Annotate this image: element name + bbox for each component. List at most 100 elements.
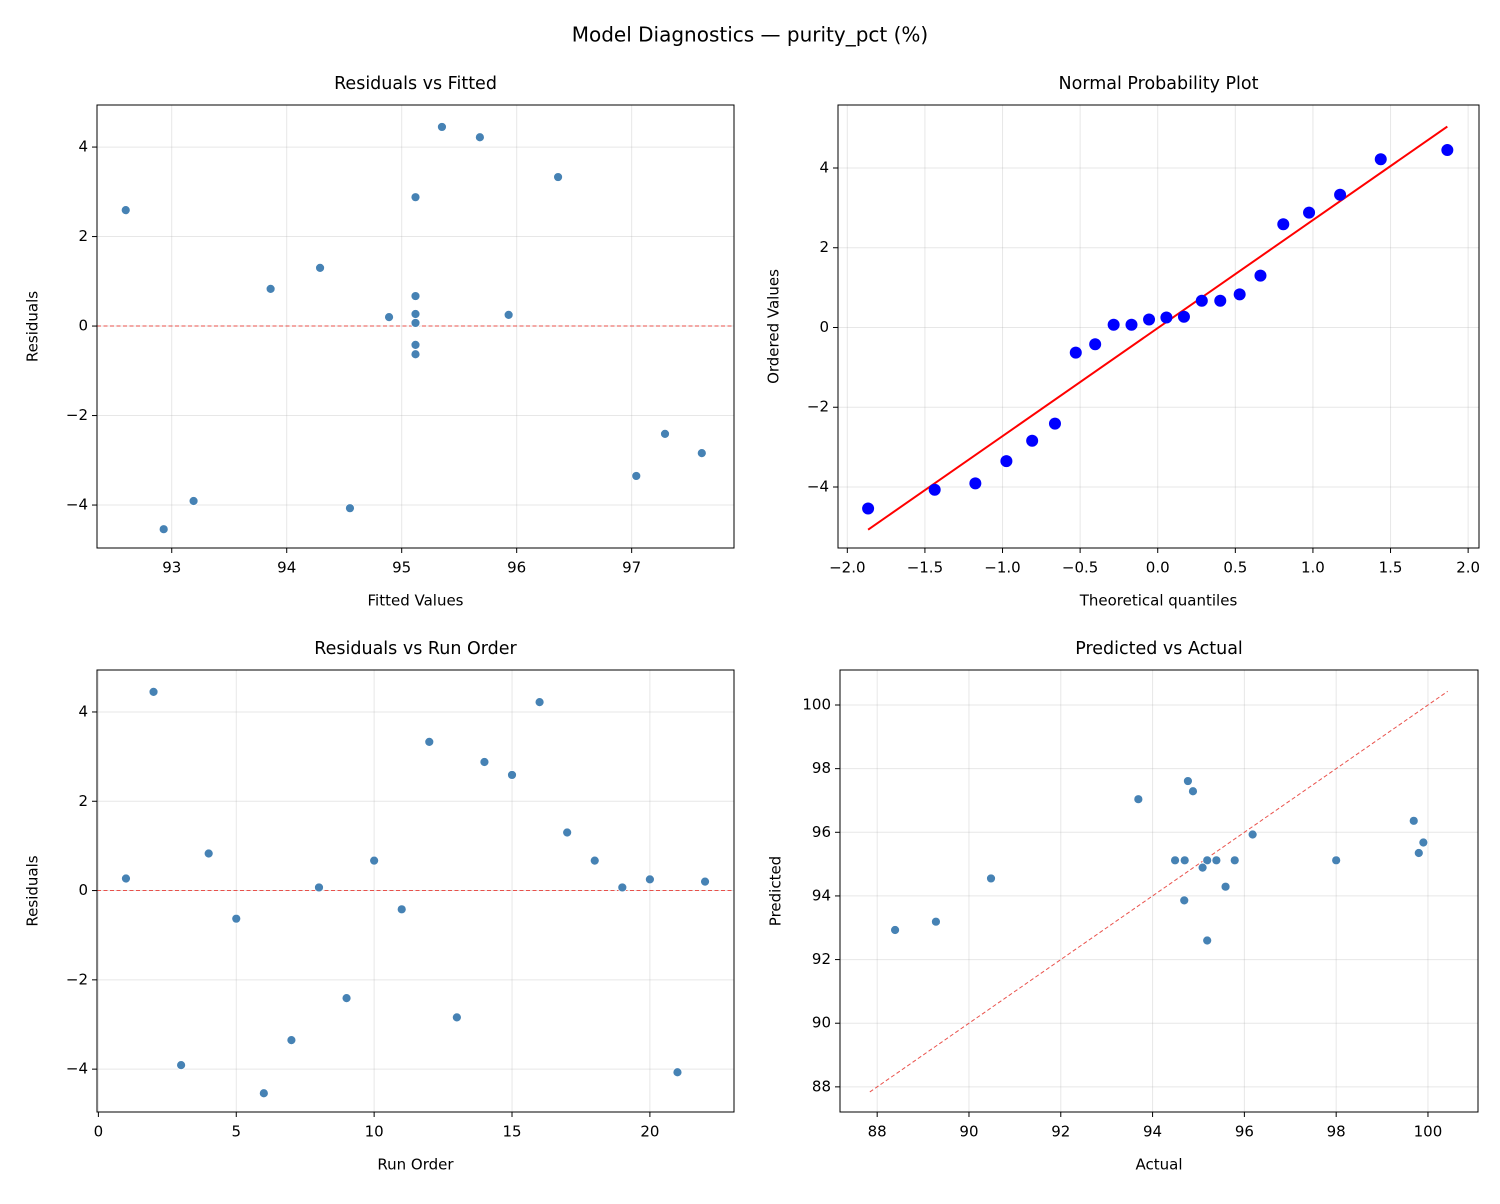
x-axis-label: Actual: [1136, 1156, 1183, 1174]
point: [451, 1012, 462, 1023]
y-axis-label: Residuals: [24, 291, 42, 362]
y-axis-label: Predicted: [767, 856, 785, 926]
point: [862, 502, 875, 515]
x-tick-label: 5: [231, 1123, 241, 1141]
point: [1374, 153, 1387, 166]
point: [369, 855, 380, 866]
point: [969, 477, 982, 490]
point: [1026, 434, 1039, 447]
point: [410, 309, 421, 319]
point: [1183, 776, 1193, 786]
point: [176, 1060, 187, 1071]
x-tick-label: −0.5: [1062, 559, 1098, 577]
y-tick-label: −4: [66, 1060, 88, 1078]
x-tick-label: 0: [94, 1123, 104, 1141]
x-tick-label: 93: [162, 559, 181, 577]
point: [644, 874, 655, 885]
x-tick-label: −1.5: [907, 559, 943, 577]
x-tick-label: 96: [507, 559, 526, 577]
subplot-title: Residuals vs Run Order: [314, 639, 517, 659]
figure-title: Model Diagnostics — purity_pct (%): [572, 23, 929, 47]
x-tick-label: 0.0: [1146, 559, 1170, 577]
point: [931, 916, 941, 927]
point: [341, 993, 352, 1004]
plot-frame: [96, 104, 735, 549]
point: [1254, 269, 1267, 282]
point: [121, 873, 131, 884]
x-tick-label: 15: [502, 1123, 521, 1141]
y-tick-label: 96: [812, 823, 831, 841]
point: [479, 757, 490, 767]
y-tick-label: 88: [812, 1077, 831, 1095]
fit-line: [867, 125, 1448, 531]
y-tick-label: −4: [66, 496, 88, 514]
point: [474, 132, 485, 143]
point: [534, 697, 545, 708]
x-tick-label: 1.0: [1301, 559, 1325, 577]
y-tick-label: 0: [819, 318, 829, 336]
subplot-title: Normal Probability Plot: [1059, 74, 1259, 94]
plot-frame: [96, 669, 735, 1113]
x-tick-label: 94: [277, 559, 296, 577]
point: [1160, 311, 1173, 324]
x-tick-label: 20: [640, 1123, 659, 1141]
point: [1331, 855, 1342, 866]
point: [928, 483, 941, 496]
point: [1334, 188, 1347, 201]
y-tick-label: −2: [66, 970, 88, 988]
point: [1247, 829, 1258, 840]
x-tick-label: 2.0: [1456, 559, 1480, 577]
point: [1177, 310, 1190, 323]
y-tick-label: 2: [78, 227, 88, 245]
x-axis-label: Fitted Values: [368, 592, 464, 610]
point: [231, 913, 242, 924]
point: [1188, 786, 1198, 797]
point: [1133, 794, 1144, 805]
point: [507, 770, 517, 780]
point: [314, 882, 324, 893]
y-axis-label: Ordered Values: [765, 269, 783, 384]
y-tick-label: −2: [66, 406, 88, 424]
y-tick-label: −2: [807, 398, 829, 416]
reference-line: [869, 690, 1448, 1093]
point: [1211, 855, 1222, 866]
point: [437, 122, 447, 132]
point: [1170, 855, 1180, 866]
point: [503, 309, 514, 320]
point: [345, 503, 355, 514]
point: [1202, 855, 1213, 866]
y-tick-label: 92: [812, 950, 831, 968]
y-tick-label: 90: [812, 1014, 831, 1032]
point: [890, 925, 900, 935]
point: [410, 339, 421, 350]
point: [631, 471, 642, 481]
point: [589, 855, 600, 866]
x-tick-label: 92: [1051, 1123, 1070, 1141]
x-tick-label: 88: [868, 1123, 887, 1141]
point: [1048, 417, 1061, 430]
x-tick-label: 1.5: [1379, 559, 1403, 577]
point: [410, 291, 421, 301]
point: [1220, 881, 1231, 892]
point: [617, 882, 628, 893]
y-tick-label: 4: [78, 702, 88, 720]
y-tick-label: 100: [802, 696, 831, 714]
subplot-title: Predicted vs Actual: [1075, 639, 1243, 659]
point: [1277, 218, 1290, 231]
point: [1107, 318, 1120, 331]
point: [1202, 935, 1213, 946]
point: [265, 284, 276, 294]
point: [1303, 206, 1316, 219]
x-tick-label: 10: [365, 1123, 384, 1141]
point: [700, 876, 710, 887]
y-tick-label: 4: [819, 159, 829, 177]
x-tick-label: 100: [1414, 1123, 1443, 1141]
point: [1125, 318, 1138, 331]
x-axis-label: Theoretical quantiles: [1079, 592, 1238, 610]
x-tick-label: 96: [1235, 1123, 1254, 1141]
point: [1214, 294, 1227, 307]
point: [203, 848, 214, 859]
point: [120, 205, 131, 216]
